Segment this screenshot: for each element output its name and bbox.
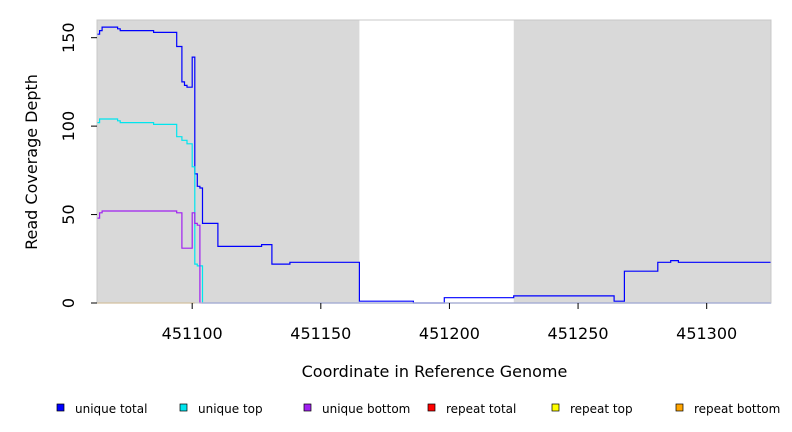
legend-swatch	[179, 403, 188, 412]
highlight-region	[359, 20, 514, 303]
x-tick-label: 451250	[548, 324, 609, 343]
series-line-unique-bottom	[97, 210, 771, 304]
legend-label: unique top	[198, 402, 263, 416]
legend-label: unique total	[75, 402, 147, 416]
plot-frame	[96, 19, 772, 304]
x-tick-label: 451100	[162, 324, 223, 343]
y-axis-title: Read Coverage Depth	[22, 74, 41, 250]
series-line-unique-total	[97, 26, 771, 304]
y-tick-label: 0	[59, 298, 78, 308]
series-line-unique-top	[97, 118, 771, 304]
legend-swatch	[303, 403, 312, 412]
x-axis-title: Coordinate in Reference Genome	[302, 362, 568, 381]
plot-area	[96, 19, 772, 304]
legend-label: unique bottom	[322, 402, 410, 416]
x-tick-label: 451300	[676, 324, 737, 343]
axis-ticks: 451100 451150 451200 451250 451300 0 50 100 150	[59, 22, 737, 343]
x-tick-label: 451200	[419, 324, 480, 343]
legend: unique total unique top unique bottom repea…	[56, 402, 780, 416]
legend-swatch	[675, 403, 684, 412]
x-tick-label: 451150	[290, 324, 351, 343]
legend-label: repeat total	[446, 402, 516, 416]
y-tick-label: 100	[59, 111, 78, 142]
legend-swatch	[551, 403, 560, 412]
y-tick-label: 150	[59, 22, 78, 53]
legend-label: repeat top	[570, 402, 633, 416]
legend-label: repeat bottom	[694, 402, 780, 416]
legend-swatch	[56, 403, 65, 412]
y-tick-label: 50	[59, 204, 78, 224]
legend-swatch	[427, 403, 436, 412]
